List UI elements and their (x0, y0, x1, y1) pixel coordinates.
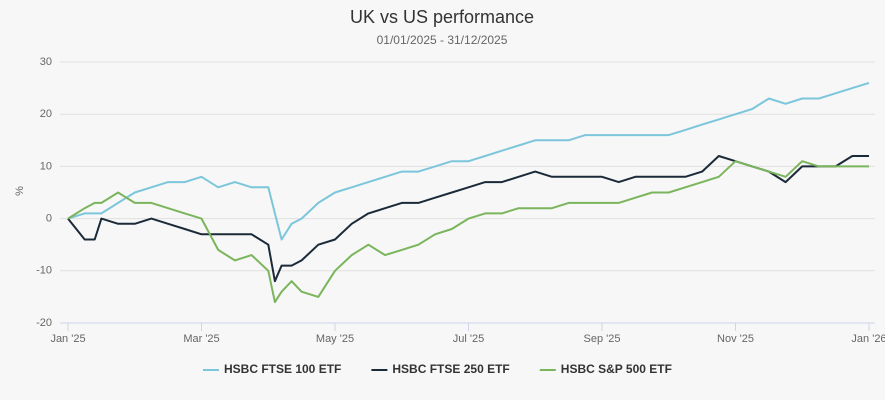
series-line (67, 155, 869, 283)
y-tick-label: 20 (40, 108, 52, 120)
y-tick-label: 0 (46, 213, 52, 225)
legend-label[interactable]: HSBC S&P 500 ETF (561, 362, 672, 376)
x-tick-label: May '25 (316, 333, 354, 345)
x-tick-label: Nov '25 (717, 333, 754, 345)
y-tick-label: -20 (36, 317, 52, 329)
series-line (67, 160, 869, 304)
y-axis-label: % (14, 186, 26, 196)
y-tick-label: 30 (40, 56, 52, 68)
x-tick-label: Mar '25 (183, 333, 219, 345)
x-tick-label: Jan '25 (50, 333, 85, 345)
chart-title: UK vs US performance (350, 7, 534, 27)
series-line (67, 81, 870, 241)
y-tick-label: 10 (40, 160, 52, 172)
x-tick-label: Jul '25 (453, 333, 484, 345)
chart-subtitle: 01/01/2025 - 31/12/2025 (377, 33, 508, 47)
y-tick-label: -10 (36, 265, 52, 277)
x-tick-label: Sep '25 (584, 333, 621, 345)
x-tick-label: Jan '26 (851, 333, 885, 345)
legend-label[interactable]: HSBC FTSE 250 ETF (392, 362, 509, 376)
legend-label[interactable]: HSBC FTSE 100 ETF (224, 362, 341, 376)
